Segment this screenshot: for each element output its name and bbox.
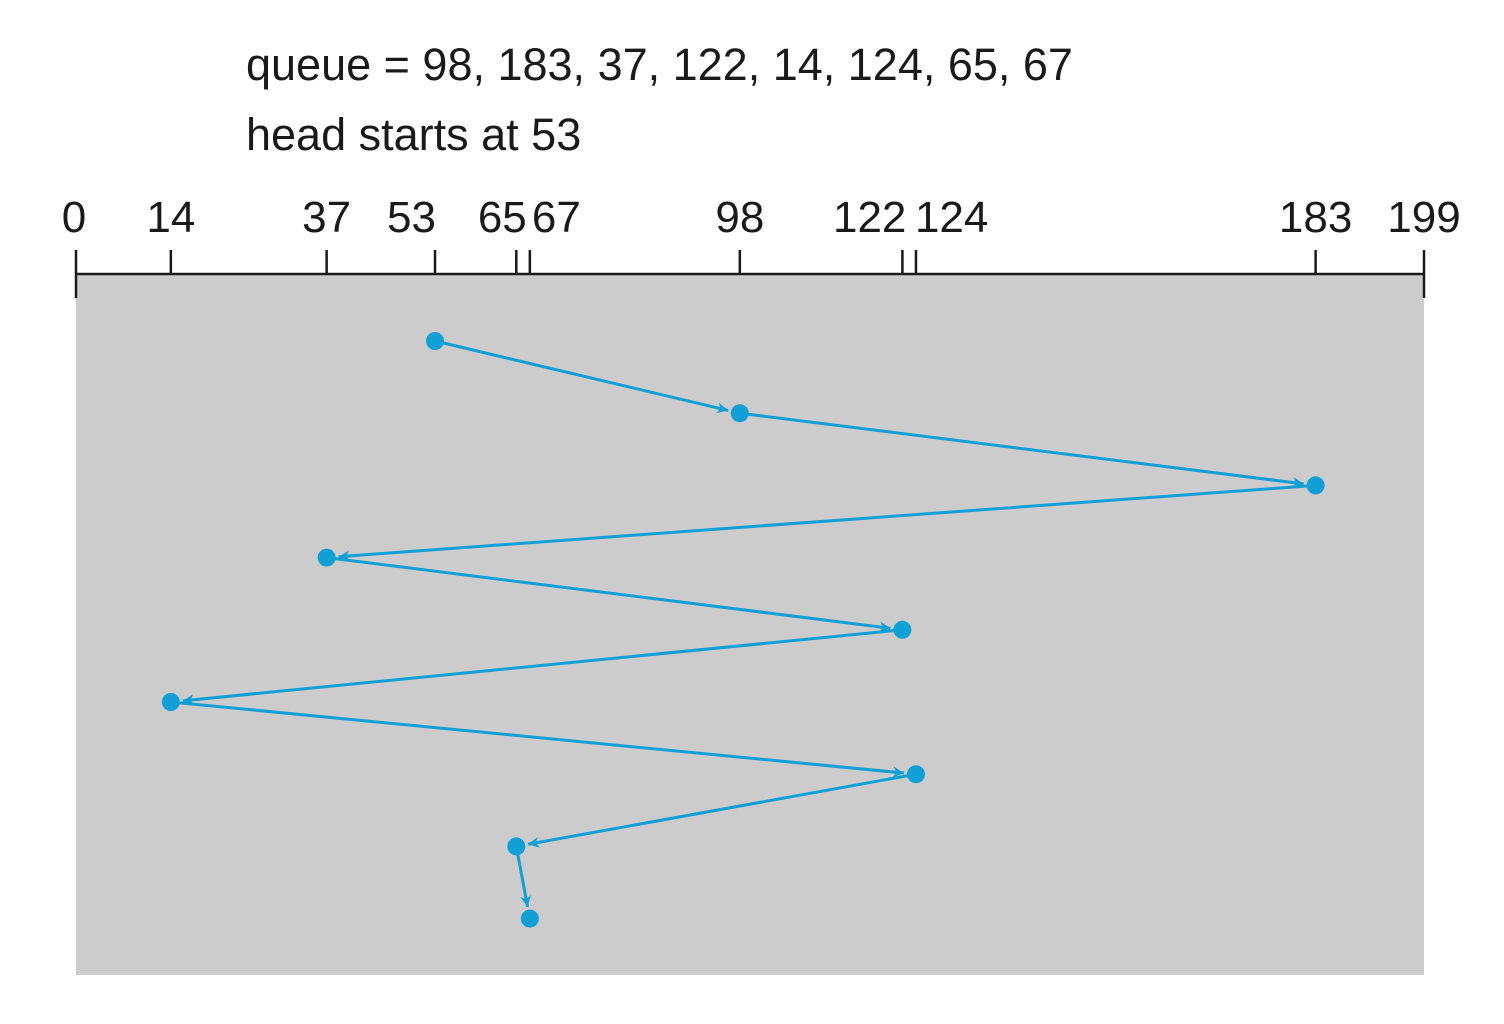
tick-label: 65 [478, 193, 527, 242]
tick-label: 199 [1387, 193, 1460, 242]
tick-label: 124 [915, 193, 988, 242]
movement-segment [170, 700, 905, 778]
axis-tick-labels: 0 14 37 53 65 67 98 122 124 183 199 [62, 193, 1461, 242]
tick-label: 0 [62, 193, 86, 242]
movement-segment [326, 556, 891, 633]
tick-label: 53 [387, 193, 436, 242]
movement-segment [514, 846, 532, 908]
movement-segment [527, 772, 917, 848]
request-point [1306, 476, 1325, 495]
queue-caption: queue = 98, 183, 37, 122, 14, 124, 65, 6… [246, 39, 1073, 90]
movement-segment [338, 483, 1316, 562]
tick-label: 14 [146, 193, 195, 242]
movement-segment [739, 411, 1304, 488]
request-point [906, 765, 925, 784]
request-point [730, 404, 749, 423]
request-point [893, 620, 912, 639]
head-start-point [426, 332, 445, 350]
request-point [520, 909, 539, 928]
movement-segment [434, 339, 729, 414]
movement-segment [182, 628, 903, 706]
request-point [507, 837, 526, 856]
tick-label: 98 [715, 193, 764, 242]
tick-label: 67 [532, 193, 581, 242]
tick-label: 122 [833, 193, 906, 242]
axis-ticks [74, 250, 1426, 298]
request-point [317, 548, 336, 567]
track-panel [76, 274, 1424, 975]
request-points [161, 332, 1325, 928]
tick-label: 37 [302, 193, 351, 242]
request-point [161, 693, 180, 711]
head-start-caption: head starts at 53 [246, 109, 582, 160]
head-movement-path [170, 339, 1316, 908]
tick-label: 183 [1279, 193, 1352, 242]
